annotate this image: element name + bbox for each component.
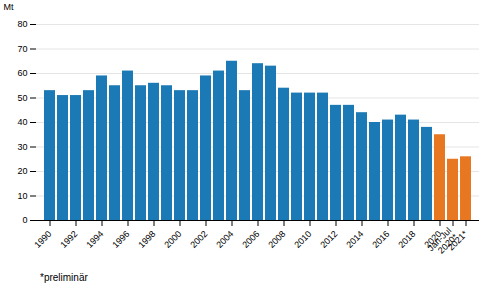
svg-text:2006: 2006 <box>240 229 261 250</box>
svg-text:1994: 1994 <box>84 229 105 250</box>
svg-text:2014: 2014 <box>344 229 365 250</box>
svg-text:2008: 2008 <box>266 229 287 250</box>
svg-text:1998: 1998 <box>136 229 157 250</box>
svg-text:30: 30 <box>17 142 27 152</box>
svg-text:2000: 2000 <box>162 229 183 250</box>
svg-text:10: 10 <box>17 191 27 201</box>
svg-text:50: 50 <box>17 93 27 103</box>
svg-text:2012: 2012 <box>318 229 339 250</box>
svg-text:80: 80 <box>17 19 27 29</box>
svg-text:2004: 2004 <box>214 229 235 250</box>
svg-text:2021*: 2021* <box>446 228 470 252</box>
svg-text:1990: 1990 <box>32 229 53 250</box>
svg-text:2016: 2016 <box>370 229 391 250</box>
svg-text:Mt: Mt <box>4 2 14 12</box>
svg-text:1992: 1992 <box>58 229 79 250</box>
svg-text:2010: 2010 <box>292 229 313 250</box>
svg-text:2018: 2018 <box>396 229 417 250</box>
svg-text:60: 60 <box>17 68 27 78</box>
svg-text:20: 20 <box>17 166 27 176</box>
svg-text:70: 70 <box>17 44 27 54</box>
svg-text:1996: 1996 <box>110 229 131 250</box>
svg-text:0: 0 <box>22 215 27 225</box>
svg-text:2002: 2002 <box>188 229 209 250</box>
svg-text:40: 40 <box>17 117 27 127</box>
